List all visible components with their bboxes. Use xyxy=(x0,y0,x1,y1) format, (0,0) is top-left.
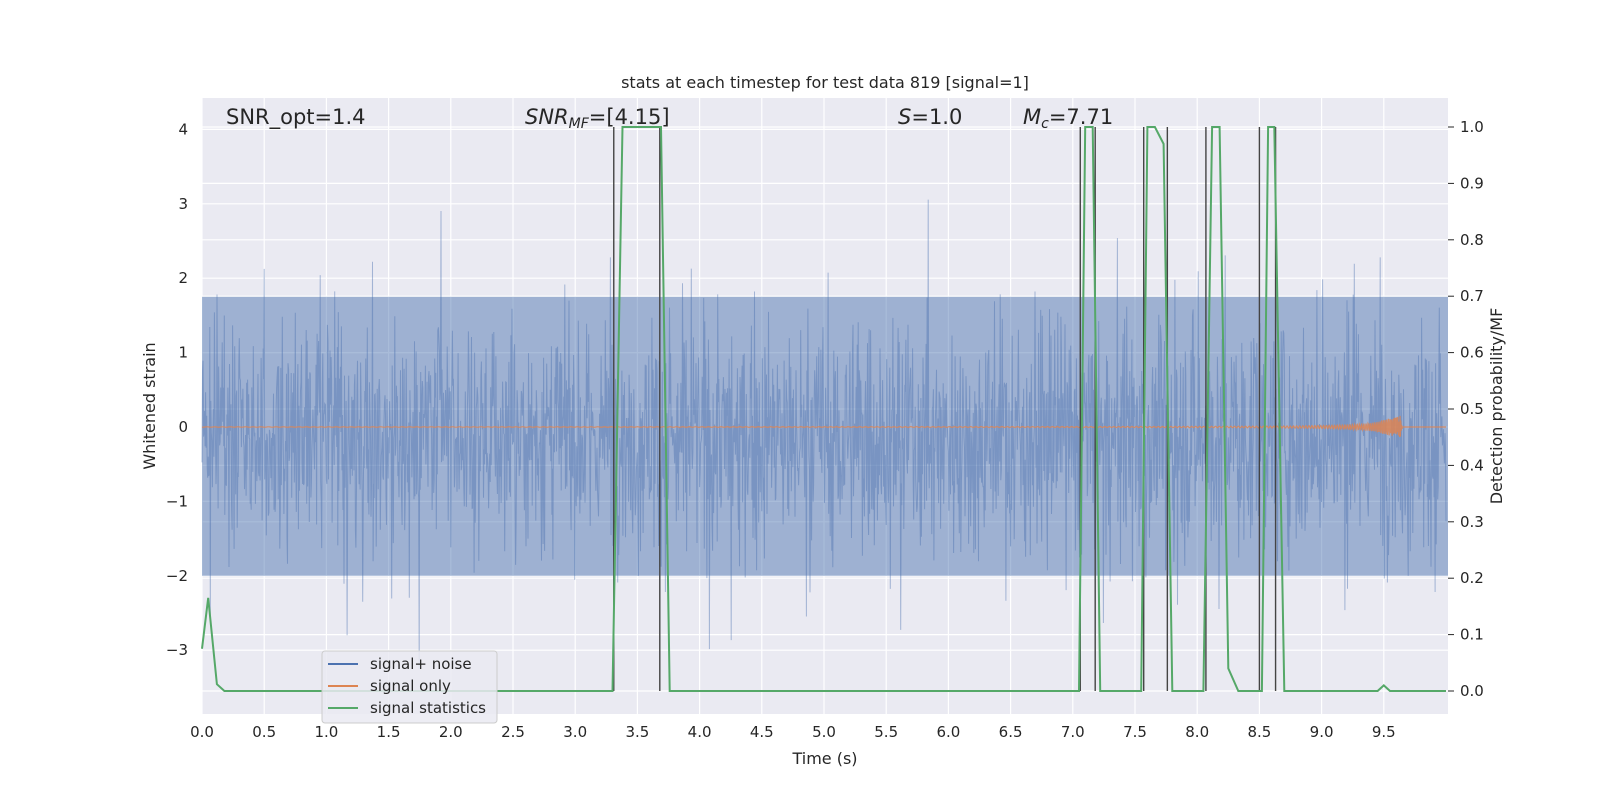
signal-series xyxy=(201,415,1446,438)
left-tick-label: 2 xyxy=(178,269,188,287)
left-tick-label: 3 xyxy=(178,195,188,213)
x-tick-label: 1.5 xyxy=(377,723,401,741)
x-tick-label: 3.5 xyxy=(625,723,649,741)
signal-line xyxy=(201,415,1446,438)
right-tick-label: 0.8 xyxy=(1460,231,1484,249)
x-tick-label: 1.0 xyxy=(314,723,338,741)
statistics-line xyxy=(201,126,1446,692)
x-tick-label: 6.5 xyxy=(999,723,1023,741)
left-tick-label: 1 xyxy=(178,344,188,362)
x-tick-label: 8.5 xyxy=(1247,723,1271,741)
s-value: =1.0 xyxy=(911,105,962,129)
legend-box xyxy=(321,650,498,724)
x-tick-label: 9.5 xyxy=(1372,723,1396,741)
x-tick-labels: 0.0 0.5 1.0 1.5 2.0 2.5 3.0 3.5 4.0 4.5 5.0 5.5 6.0 6… xyxy=(190,723,1396,741)
left-axis-label: Whitened strain xyxy=(140,342,159,469)
legend-label-statistics: signal statistics xyxy=(370,699,486,717)
annotation-snr-mf: SNRMF=[4.15] xyxy=(525,105,670,132)
x-tick-label: 0.5 xyxy=(252,723,276,741)
noise-line xyxy=(201,199,1447,669)
left-tick-label: 4 xyxy=(178,120,188,138)
right-tick-label: 0.5 xyxy=(1460,400,1484,418)
plot-background xyxy=(202,98,1448,714)
x-axis-label: Time (s) xyxy=(791,749,857,768)
left-tick-labels: 4 3 2 1 0 −1 −2 −3 xyxy=(166,120,188,659)
x-tick-label: 6.0 xyxy=(936,723,960,741)
horizontal-grid xyxy=(202,126,1448,692)
noise-band xyxy=(202,296,1448,576)
x-tick-label: 4.0 xyxy=(688,723,712,741)
mc-value: =7.71 xyxy=(1049,105,1113,129)
x-tick-label: 2.0 xyxy=(439,723,463,741)
legend-label-signal: signal only xyxy=(370,677,451,695)
right-tick-label: 1.0 xyxy=(1460,118,1484,136)
x-tick-label: 3.0 xyxy=(563,723,587,741)
right-tick-label: 0.6 xyxy=(1460,344,1484,362)
x-tick-label: 5.5 xyxy=(874,723,898,741)
legend: signal+ noise signal only signal statist… xyxy=(321,650,498,724)
snr-mf-base: SNR xyxy=(525,105,569,129)
left-tick-label: 0 xyxy=(178,418,188,436)
left-tick-label: −3 xyxy=(166,641,188,659)
right-tick-label: 0.9 xyxy=(1460,174,1484,192)
vertical-grid xyxy=(201,98,1385,714)
x-tick-label: 7.5 xyxy=(1123,723,1147,741)
x-tick-label: 0.0 xyxy=(190,723,214,741)
right-tick-label: 0.4 xyxy=(1460,456,1484,474)
x-tick-label: 5.0 xyxy=(812,723,836,741)
right-tick-label: 0.3 xyxy=(1460,513,1484,531)
statistics-series xyxy=(201,126,1446,692)
x-tick-label: 8.0 xyxy=(1185,723,1209,741)
right-tick-label: 0.7 xyxy=(1460,287,1484,305)
annotation-snr-opt: SNR_opt=1.4 xyxy=(226,105,366,130)
annotation-mc: Mc=7.71 xyxy=(1023,105,1113,132)
right-axis-label: Detection probability/MF xyxy=(1487,308,1506,505)
right-tick-label: 0.2 xyxy=(1460,569,1484,587)
left-tick-label: −1 xyxy=(166,492,188,510)
right-tick-label: 0.1 xyxy=(1460,626,1484,644)
legend-label-noise: signal+ noise xyxy=(370,655,472,673)
chart-title: stats at each timestep for test data 819… xyxy=(621,73,1029,92)
noise-series xyxy=(201,199,1448,669)
mc-base: M xyxy=(1023,105,1041,129)
left-tick-label: −2 xyxy=(166,567,188,585)
snr-mf-value: =[4.15] xyxy=(589,105,670,129)
x-tick-label: 4.5 xyxy=(750,723,774,741)
x-tick-label: 9.0 xyxy=(1310,723,1334,741)
snr-mf-sub: MF xyxy=(569,116,590,132)
x-tick-label: 2.5 xyxy=(501,723,525,741)
annotation-s: S=1.0 xyxy=(898,105,962,129)
right-tick-labels: 1.0 0.9 0.8 0.7 0.6 0.5 0.4 0.3 0.2 0.1 0.0 xyxy=(1448,118,1484,700)
mc-sub: c xyxy=(1041,116,1049,132)
s-base: S xyxy=(898,105,911,129)
x-tick-label: 7.0 xyxy=(1061,723,1085,741)
right-tick-label: 0.0 xyxy=(1460,682,1484,700)
